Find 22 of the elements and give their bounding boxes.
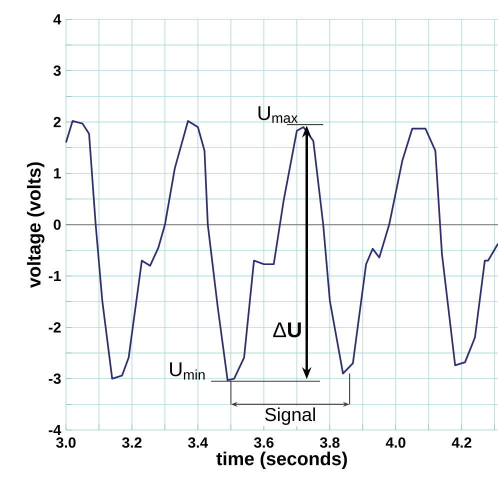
x-tick-label: 4.2: [452, 437, 472, 448]
x-tick-label: 3.2: [122, 437, 142, 448]
x-axis-title: time (seconds): [216, 452, 347, 469]
annotation: U$_{max}$: [258, 106, 298, 123]
y-tick-label: 0: [54, 219, 61, 230]
annotation: ΔU: [273, 322, 301, 338]
y-tick-label: -2: [48, 322, 61, 332]
y-tick-label: 4: [53, 14, 62, 24]
x-tick-label: 3.8: [320, 437, 340, 448]
x-tick-label: 3.6: [254, 437, 274, 448]
y-tick-label: 2: [54, 116, 61, 128]
x-tick-label: 4.0: [386, 437, 406, 448]
y-tick-label: -4: [48, 424, 62, 436]
y-axis-title: voltage (volts): [26, 162, 44, 288]
y-tick-label: -1: [48, 270, 61, 282]
x-tick-label: 3.4: [188, 437, 208, 448]
y-tick-label: -3: [48, 373, 61, 384]
y-tick-label: 1: [54, 168, 61, 178]
annotation: U$_{min}$: [170, 362, 205, 380]
y-tick-label: 3: [53, 65, 61, 76]
annotation: Signal: [265, 407, 315, 425]
x-tick-label: 3.0: [56, 437, 76, 448]
